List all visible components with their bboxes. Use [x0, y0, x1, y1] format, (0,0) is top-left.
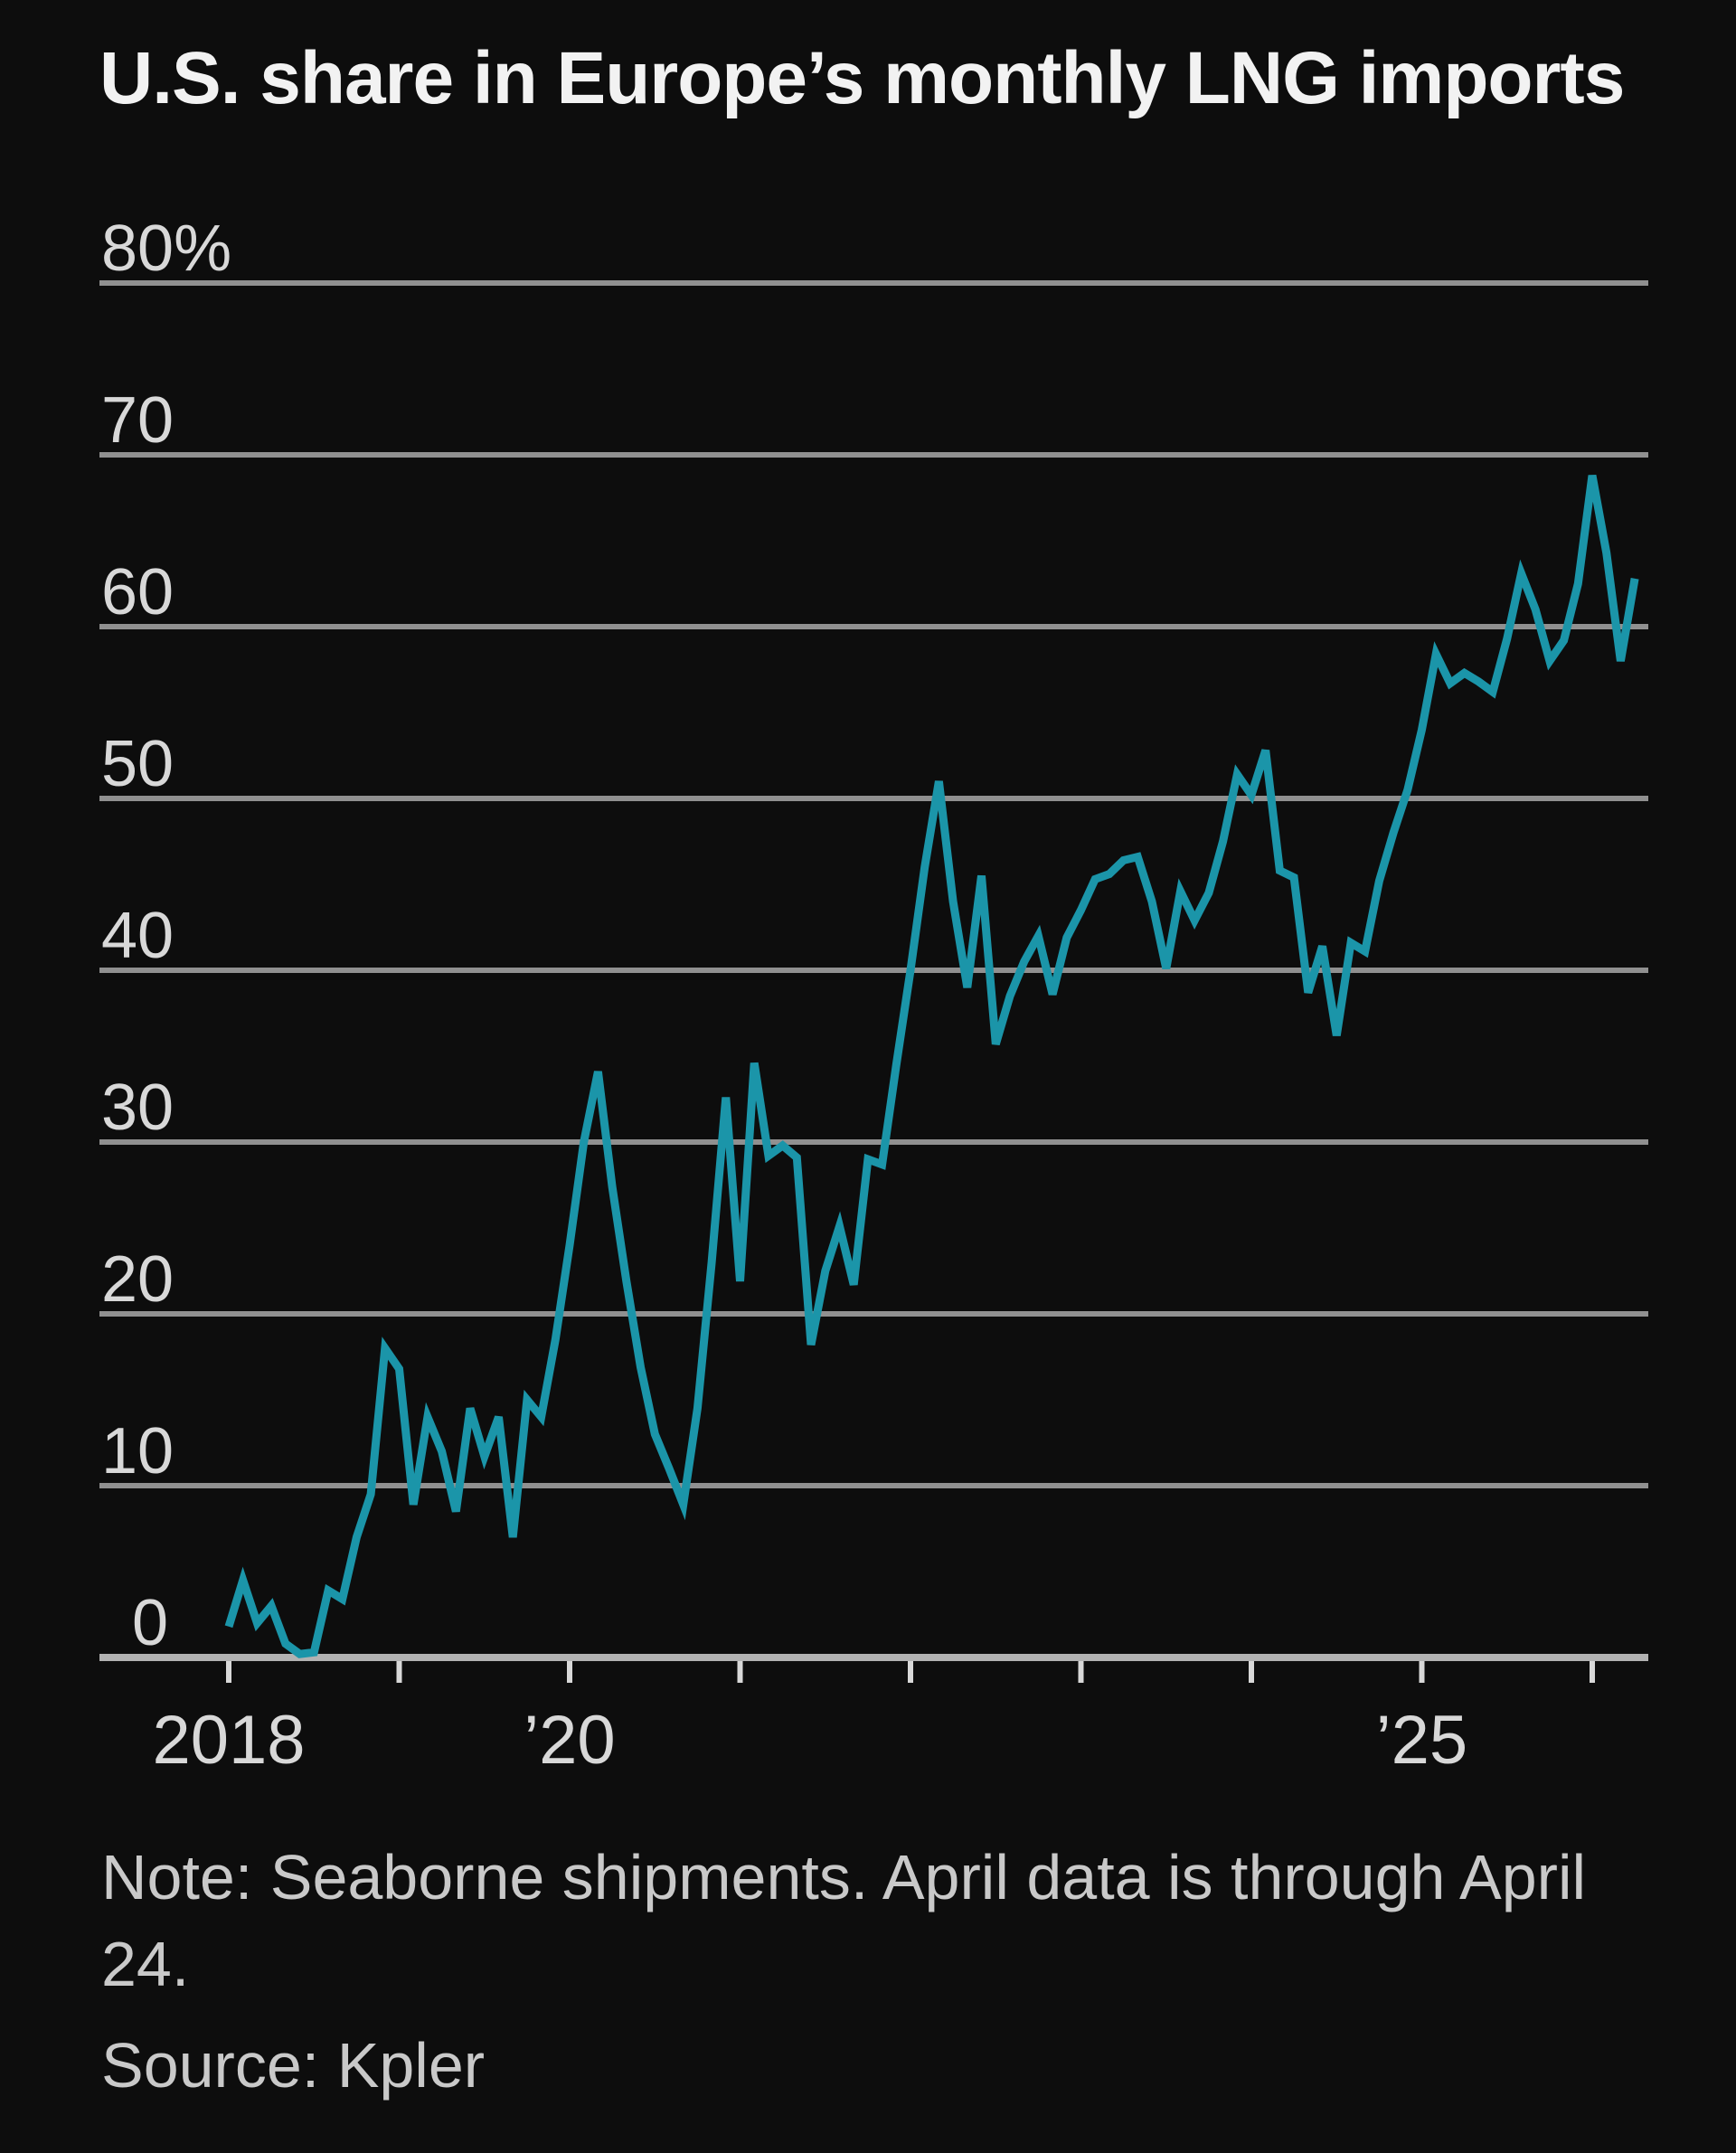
y-axis-label-40: 40	[101, 900, 174, 972]
x-axis-label-2025: ’25	[1376, 1702, 1467, 1779]
chart-source: Source: Kpler	[101, 2030, 486, 2101]
y-axis-label-10: 10	[101, 1415, 174, 1487]
data-line-us-share	[224, 474, 1639, 1658]
chart-note-line-1: Note: Seaborne shipments. April data is …	[101, 1842, 1587, 1912]
x-axis-label-2020: ’20	[524, 1702, 615, 1779]
chart-note-line-2: 24.	[101, 1929, 190, 1999]
y-axis-label-80: 80%	[101, 212, 231, 285]
x-axis-label-2018: 2018	[152, 1702, 305, 1779]
y-axis-label-30: 30	[101, 1072, 174, 1144]
y-axis-label-0: 0	[132, 1587, 168, 1659]
chart-title: U.S. share in Europe’s monthly LNG impor…	[99, 37, 1625, 119]
y-axis-label-50: 50	[101, 728, 174, 800]
y-axis-label-20: 20	[101, 1243, 174, 1316]
y-axis-label-70: 70	[101, 384, 174, 457]
y-axis-label-60: 60	[101, 556, 174, 628]
